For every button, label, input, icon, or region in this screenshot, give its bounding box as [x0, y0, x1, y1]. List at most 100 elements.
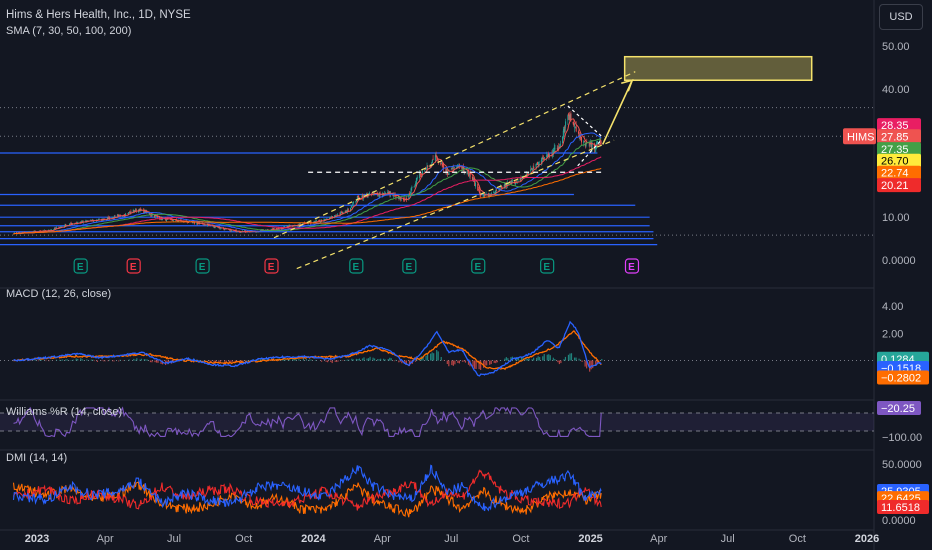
macd-histogram-bar — [154, 360, 156, 363]
candle-body — [478, 189, 480, 193]
candle-body — [450, 168, 452, 170]
candle-body — [474, 182, 476, 187]
candle-body — [510, 181, 512, 184]
candle-body — [437, 157, 439, 160]
candle-body — [351, 206, 353, 208]
sma-legend[interactable]: SMA (7, 30, 50, 100, 200) — [6, 25, 132, 37]
candle-body — [451, 168, 453, 170]
candle-body — [371, 193, 373, 195]
candle-body — [410, 188, 412, 194]
macd-histogram-bar — [149, 360, 152, 363]
candle-body — [538, 161, 540, 166]
time-tick-label-4: 2024 — [301, 533, 326, 545]
candle-body — [214, 227, 216, 228]
candle-body — [340, 212, 342, 215]
candle-body — [567, 115, 569, 121]
macd-histogram-bar — [416, 359, 418, 361]
candle-body — [425, 168, 427, 169]
macd-histogram-bar — [436, 350, 438, 361]
candle-body — [303, 223, 305, 224]
candle-body — [362, 195, 364, 199]
candle-body — [579, 136, 581, 138]
macd-histogram-bar — [404, 360, 406, 364]
time-tick-label-10: Jul — [721, 533, 735, 545]
candle-body — [578, 135, 580, 136]
candle-body — [547, 153, 549, 155]
candle-body — [149, 213, 151, 215]
candle-body — [499, 187, 501, 189]
macd-histogram-bar — [554, 358, 556, 361]
macd-histogram-bar — [387, 358, 389, 361]
price-tick-label-3: 0.0000 — [882, 255, 916, 267]
di-plus-line — [12, 464, 602, 512]
macd-histogram-bar — [61, 359, 64, 361]
candle-body — [318, 220, 320, 221]
candle-body — [552, 152, 554, 156]
macd-histogram-bar — [448, 360, 450, 367]
candle-body — [548, 154, 550, 157]
candle-body — [589, 143, 591, 145]
time-tick-label-6: Jul — [444, 533, 458, 545]
candle-body — [77, 222, 79, 224]
macd-legend[interactable]: MACD (12, 26, close) — [6, 288, 112, 300]
candle-body — [367, 195, 369, 198]
macd-histogram-bar — [66, 359, 68, 361]
macd-histogram-bar — [81, 359, 83, 361]
candle-body — [122, 216, 124, 217]
candle-body — [562, 130, 564, 138]
candle-body — [287, 225, 289, 227]
candle-body — [543, 157, 545, 160]
candle-body — [187, 222, 189, 223]
williams-r-line — [13, 406, 602, 438]
macd-histogram-bar — [504, 358, 506, 361]
candle-body — [583, 140, 585, 143]
candle-body — [337, 214, 339, 216]
candle-body — [453, 167, 455, 169]
macd-histogram-bar — [128, 359, 130, 361]
macd-histogram-bar — [584, 360, 586, 367]
macd-histogram-bar — [219, 360, 221, 363]
channel-upper-line — [273, 71, 636, 239]
candle-body — [172, 219, 174, 221]
candle-body — [366, 194, 368, 197]
time-tick-label-5: Apr — [374, 533, 391, 545]
macd-histogram-bar — [325, 360, 327, 362]
candle-body — [557, 148, 559, 150]
earnings-marker-label: E — [543, 262, 550, 273]
macd-histogram-bar — [542, 356, 544, 361]
candle-body — [570, 113, 572, 121]
candle-body — [218, 227, 220, 229]
williams-r-legend[interactable]: Williams %R (14, close) — [6, 406, 123, 418]
macd-histogram-bar — [348, 359, 350, 361]
candle-body — [342, 212, 344, 214]
macd-histogram-bar — [464, 360, 467, 363]
candle-body — [378, 195, 380, 197]
macd-histogram-bar — [310, 359, 312, 361]
earnings-marker-label: E — [199, 262, 206, 273]
macd-histogram-bar — [437, 351, 439, 361]
candle-body — [272, 228, 274, 230]
candle-body — [473, 178, 475, 182]
macd-histogram-bar — [505, 357, 507, 361]
candle-body — [483, 194, 485, 196]
candle-body — [331, 216, 333, 218]
dmi-legend[interactable]: DMI (14, 14) — [6, 452, 68, 464]
macd-histogram-bar — [601, 358, 603, 361]
macd-histogram-bar — [526, 358, 529, 361]
projection-arrow-line — [601, 79, 633, 145]
candle-body — [172, 219, 174, 221]
macd-histogram-bar — [178, 360, 180, 362]
macd-histogram-bar — [578, 358, 580, 361]
candle-body — [400, 198, 402, 200]
candle-body — [273, 227, 275, 230]
macd-histogram-bar — [198, 359, 200, 361]
candle-body — [107, 217, 109, 220]
earnings-marker-8 — [624, 258, 640, 274]
dmi-tick-label-1: 0.0000 — [882, 515, 916, 527]
macd-histogram-bar — [377, 359, 379, 361]
macd-histogram-bar — [570, 353, 573, 361]
currency-button[interactable]: USD — [879, 4, 923, 30]
time-tick-label-9: Apr — [650, 533, 667, 545]
candle-body — [415, 182, 417, 186]
